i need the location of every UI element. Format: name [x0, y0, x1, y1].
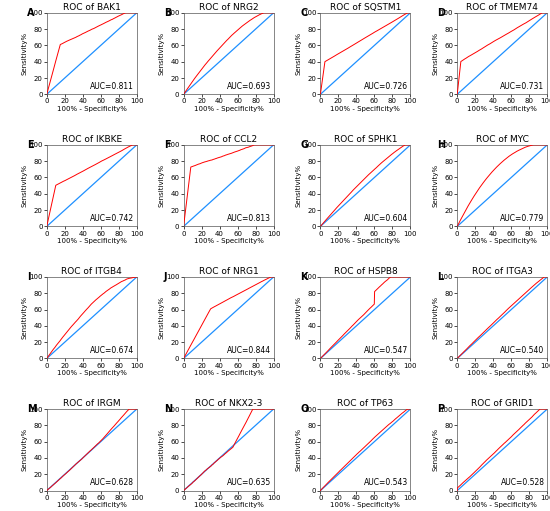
Text: G: G — [301, 140, 309, 150]
Y-axis label: Sensitivity%: Sensitivity% — [295, 428, 301, 471]
X-axis label: 100% - Specificity%: 100% - Specificity% — [57, 370, 126, 376]
Text: AUC=0.844: AUC=0.844 — [227, 346, 271, 355]
Text: AUC=0.635: AUC=0.635 — [227, 478, 271, 487]
Text: AUC=0.628: AUC=0.628 — [90, 478, 134, 487]
Title: ROC of NRG1: ROC of NRG1 — [199, 267, 258, 276]
X-axis label: 100% - Specificity%: 100% - Specificity% — [331, 106, 400, 112]
X-axis label: 100% - Specificity%: 100% - Specificity% — [331, 370, 400, 376]
Y-axis label: Sensitivity%: Sensitivity% — [21, 164, 28, 207]
Text: C: C — [301, 8, 308, 18]
Text: D: D — [437, 8, 446, 18]
X-axis label: 100% - Specificity%: 100% - Specificity% — [194, 502, 263, 508]
Text: M: M — [27, 404, 36, 414]
X-axis label: 100% - Specificity%: 100% - Specificity% — [57, 502, 126, 508]
Y-axis label: Sensitivity%: Sensitivity% — [21, 428, 28, 471]
Y-axis label: Sensitivity%: Sensitivity% — [21, 32, 28, 75]
X-axis label: 100% - Specificity%: 100% - Specificity% — [468, 502, 537, 508]
Y-axis label: Sensitivity%: Sensitivity% — [432, 164, 438, 207]
X-axis label: 100% - Specificity%: 100% - Specificity% — [331, 502, 400, 508]
Y-axis label: Sensitivity%: Sensitivity% — [21, 296, 28, 339]
Text: L: L — [437, 272, 444, 282]
Text: AUC=0.543: AUC=0.543 — [364, 478, 408, 487]
Y-axis label: Sensitivity%: Sensitivity% — [432, 32, 438, 75]
Text: AUC=0.528: AUC=0.528 — [500, 478, 544, 487]
Text: B: B — [164, 8, 171, 18]
Text: AUC=0.811: AUC=0.811 — [90, 82, 134, 91]
X-axis label: 100% - Specificity%: 100% - Specificity% — [331, 238, 400, 244]
Y-axis label: Sensitivity%: Sensitivity% — [295, 164, 301, 207]
Text: AUC=0.731: AUC=0.731 — [500, 82, 544, 91]
Text: K: K — [301, 272, 308, 282]
Text: I: I — [27, 272, 30, 282]
Title: ROC of SPHK1: ROC of SPHK1 — [334, 135, 397, 144]
X-axis label: 100% - Specificity%: 100% - Specificity% — [194, 238, 263, 244]
X-axis label: 100% - Specificity%: 100% - Specificity% — [468, 106, 537, 112]
Text: N: N — [164, 404, 172, 414]
Y-axis label: Sensitivity%: Sensitivity% — [158, 32, 164, 75]
Y-axis label: Sensitivity%: Sensitivity% — [158, 164, 164, 207]
Text: AUC=0.540: AUC=0.540 — [500, 346, 544, 355]
Title: ROC of NRG2: ROC of NRG2 — [199, 3, 258, 12]
Title: ROC of CCL2: ROC of CCL2 — [200, 135, 257, 144]
Title: ROC of TMEM74: ROC of TMEM74 — [466, 3, 538, 12]
Text: J: J — [164, 272, 167, 282]
X-axis label: 100% - Specificity%: 100% - Specificity% — [57, 106, 126, 112]
Text: AUC=0.813: AUC=0.813 — [227, 214, 271, 223]
Title: ROC of MYC: ROC of MYC — [476, 135, 529, 144]
X-axis label: 100% - Specificity%: 100% - Specificity% — [57, 238, 126, 244]
Title: ROC of NKX2-3: ROC of NKX2-3 — [195, 399, 262, 408]
Title: ROC of BAK1: ROC of BAK1 — [63, 3, 120, 12]
Text: AUC=0.547: AUC=0.547 — [364, 346, 408, 355]
Text: E: E — [27, 140, 34, 150]
X-axis label: 100% - Specificity%: 100% - Specificity% — [468, 238, 537, 244]
Title: ROC of ITGB4: ROC of ITGB4 — [62, 267, 122, 276]
X-axis label: 100% - Specificity%: 100% - Specificity% — [194, 370, 263, 376]
Text: F: F — [164, 140, 170, 150]
Text: H: H — [437, 140, 446, 150]
Y-axis label: Sensitivity%: Sensitivity% — [295, 296, 301, 339]
Text: P: P — [437, 404, 444, 414]
Y-axis label: Sensitivity%: Sensitivity% — [432, 296, 438, 339]
X-axis label: 100% - Specificity%: 100% - Specificity% — [194, 106, 263, 112]
Title: ROC of IKBKE: ROC of IKBKE — [62, 135, 122, 144]
X-axis label: 100% - Specificity%: 100% - Specificity% — [468, 370, 537, 376]
Title: ROC of GRID1: ROC of GRID1 — [471, 399, 534, 408]
Text: AUC=0.742: AUC=0.742 — [90, 214, 134, 223]
Text: AUC=0.604: AUC=0.604 — [364, 214, 408, 223]
Title: ROC of ITGA3: ROC of ITGA3 — [472, 267, 533, 276]
Text: AUC=0.726: AUC=0.726 — [364, 82, 408, 91]
Text: O: O — [301, 404, 309, 414]
Y-axis label: Sensitivity%: Sensitivity% — [158, 428, 164, 471]
Text: AUC=0.674: AUC=0.674 — [90, 346, 134, 355]
Text: AUC=0.693: AUC=0.693 — [227, 82, 271, 91]
Y-axis label: Sensitivity%: Sensitivity% — [432, 428, 438, 471]
Text: A: A — [27, 8, 35, 18]
Y-axis label: Sensitivity%: Sensitivity% — [295, 32, 301, 75]
Title: ROC of SQSTM1: ROC of SQSTM1 — [330, 3, 401, 12]
Title: ROC of IRGM: ROC of IRGM — [63, 399, 120, 408]
Title: ROC of HSPB8: ROC of HSPB8 — [333, 267, 397, 276]
Y-axis label: Sensitivity%: Sensitivity% — [158, 296, 164, 339]
Text: AUC=0.779: AUC=0.779 — [500, 214, 544, 223]
Title: ROC of TP63: ROC of TP63 — [337, 399, 394, 408]
